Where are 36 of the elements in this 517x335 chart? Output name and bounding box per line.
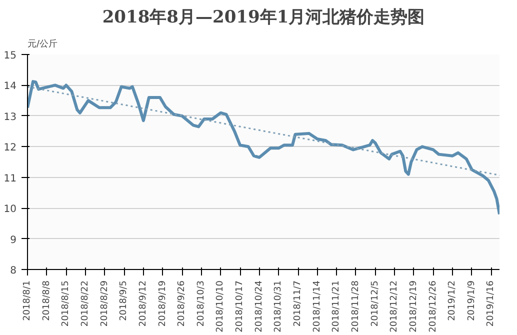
x-tick-label: 2018/10/10	[216, 280, 226, 332]
x-tick-label: 2018/11/14	[312, 280, 322, 332]
x-tick-label: 2018/8/8	[42, 280, 52, 321]
x-tick-label: 2018/12/19	[408, 280, 419, 332]
x-tick-label: 2018/9/12	[138, 280, 148, 327]
y-tick-label: 11	[4, 173, 17, 184]
x-tick-label: 2018/10/3	[196, 280, 206, 327]
x-tick-label: 2018/12/12	[390, 280, 400, 332]
y-axis-title: 元/公斤	[28, 38, 58, 50]
x-tick-label: 2018/8/22	[80, 280, 90, 327]
x-tick-label: 2018/11/28	[350, 280, 361, 332]
x-tick-label: 2019/1/16	[486, 280, 496, 327]
x-tick-label: 2018/12/26	[428, 280, 438, 332]
x-tick-label: 2018/9/19	[158, 280, 168, 327]
x-tick-label: 2018/8/15	[61, 280, 72, 327]
y-tick-label: 8	[10, 266, 17, 276]
x-tick-label: 2018/10/31	[274, 280, 284, 332]
x-tick-label: 2019/1/2	[448, 280, 458, 321]
x-tick-label: 2018/9/5	[119, 280, 130, 321]
y-tick-label: 9	[10, 234, 17, 246]
y-tick-label: 10	[4, 204, 17, 216]
x-tick-label: 2018/12/5	[370, 280, 380, 327]
x-tick-label: 2018/8/29	[100, 280, 110, 327]
y-tick-label: 14	[4, 81, 17, 92]
x-tick-label: 2018/11/21	[332, 280, 342, 332]
y-tick-label: 13	[4, 112, 17, 123]
y-tick-label: 15	[4, 50, 17, 62]
x-tick-label: 2018/11/7	[293, 280, 304, 327]
y-tick-label: 12	[4, 142, 17, 154]
x-tick-label: 2018/8/1	[22, 280, 32, 321]
line-series	[28, 80, 500, 216]
x-tick-label: 2019/1/9	[466, 280, 477, 321]
x-tick-label: 2018/10/24	[254, 280, 264, 332]
x-tick-label: 2018/10/17	[235, 280, 246, 332]
chart-title: 2018年8月—2019年1月河北猪价走势图	[102, 8, 425, 28]
x-tick-label: 2018/9/26	[177, 280, 188, 327]
